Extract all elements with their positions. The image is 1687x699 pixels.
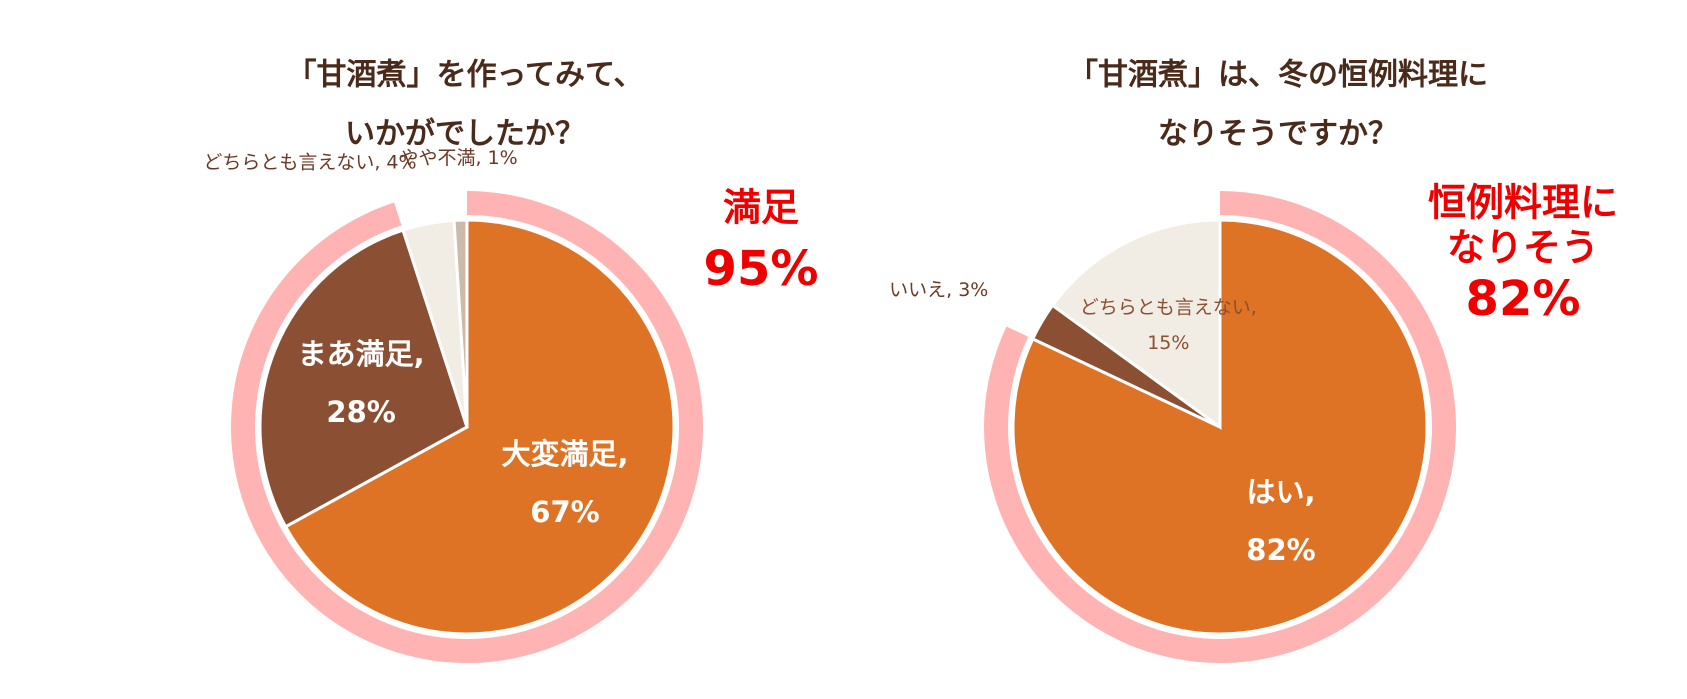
slice-label: いいえ, 3% — [889, 279, 988, 301]
pie-slice — [283, 218, 676, 636]
chart-title: 「甘酒煮」を作ってみて、 — [287, 58, 644, 93]
highlight-label: 82% — [1466, 271, 1581, 327]
label-separator: , — [946, 279, 952, 301]
pie-slice — [1050, 218, 1222, 430]
slice-category: どちらとも言えない — [1080, 296, 1251, 318]
slice-value: 28% — [326, 395, 395, 429]
slice-value: 1% — [488, 147, 518, 169]
label-separator: , — [1304, 475, 1315, 509]
slice-category: 大変満足 — [501, 437, 617, 471]
slice-category: いいえ — [889, 279, 946, 301]
slice-label: どちらとも言えない, 4% — [203, 151, 416, 173]
label-separator: , — [1251, 296, 1257, 318]
label-separator: , — [414, 337, 425, 371]
slice-label: やや不満, 1% — [399, 147, 517, 169]
highlight-label: なりそう — [1447, 226, 1599, 270]
highlight-label: 95% — [704, 241, 819, 297]
slice-category: はい — [1246, 475, 1304, 509]
highlight-label: 満足 — [723, 186, 799, 230]
pie-slice — [258, 228, 469, 529]
chart-title: いかがでしたか？ — [345, 117, 585, 152]
slice-value: 67% — [530, 495, 599, 529]
slice-value: 3% — [958, 279, 988, 301]
slice-category: まあ満足 — [298, 337, 414, 371]
chart-title: なりそうですか？ — [1158, 117, 1398, 152]
slice-label: まあ満足, — [298, 337, 425, 371]
slice-label: どちらとも言えない, — [1080, 296, 1257, 318]
slice-value: 4% — [386, 151, 416, 173]
slice-value: 15% — [1147, 332, 1189, 354]
chart-title: 「甘酒煮」は、冬の恒例料理に — [1068, 58, 1488, 93]
highlight-label: 恒例料理に — [1428, 181, 1618, 225]
slice-category: どちらとも言えない — [203, 151, 374, 173]
slice-label: 大変満足, — [501, 437, 628, 471]
label-separator: , — [617, 437, 628, 471]
slice-category: やや不満 — [399, 147, 475, 169]
slice-value: 82% — [1246, 533, 1315, 567]
label-separator: , — [374, 151, 380, 173]
label-separator: , — [475, 147, 481, 169]
slice-label: はい, — [1246, 475, 1315, 509]
pie-slice — [452, 218, 469, 428]
